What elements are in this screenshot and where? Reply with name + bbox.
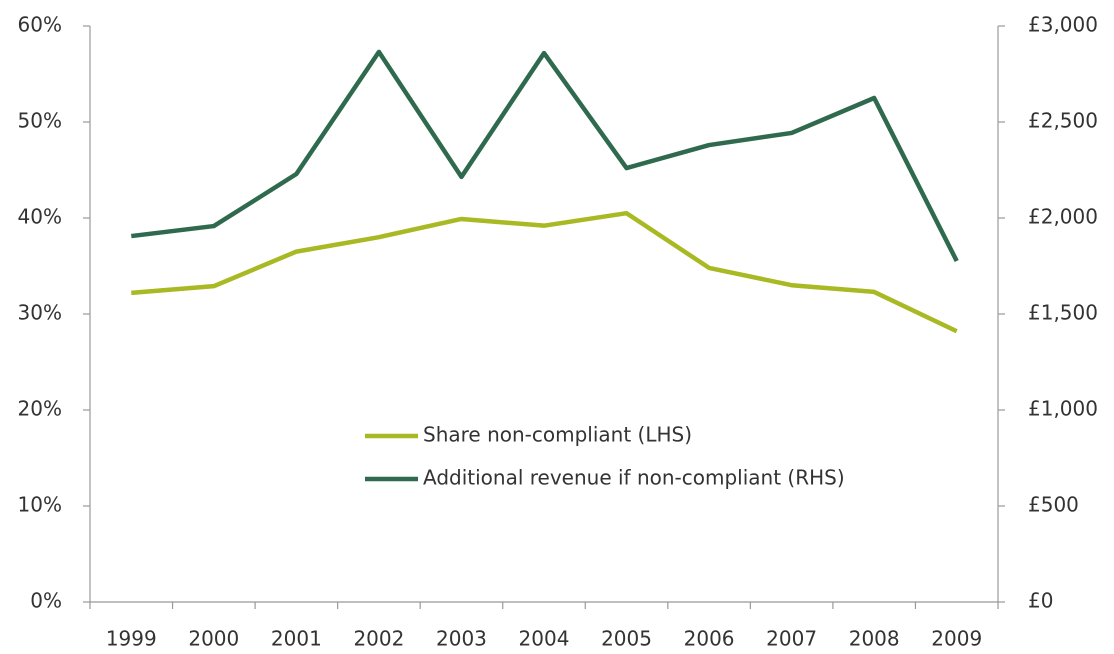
series-line [131,210,958,334]
y-tick-label: 10% [18,493,62,517]
y2-tick-label: £2,500 [1028,109,1098,133]
y-tick-label: 30% [18,301,62,325]
series-line [131,49,959,263]
x-tick-label: 2007 [766,627,817,651]
x-tick-label: 2002 [353,627,404,651]
y-tick-label: 0% [30,589,62,613]
x-tick-label: 2000 [188,627,239,651]
x-tick-label: 2001 [271,627,322,651]
y-tick-label: 40% [18,205,62,229]
y2-tick-label: £0 [1028,589,1053,613]
y-tick-label: 60% [18,13,62,37]
y2-tick-label: £3,000 [1028,13,1098,37]
y-tick-label: 50% [18,109,62,133]
y2-tick-label: £1,500 [1028,301,1098,325]
x-tick-label: 2005 [601,627,652,651]
x-tick-label: 2004 [519,627,570,651]
legend-label: Additional revenue if non-compliant (RHS… [423,466,845,490]
y2-tick-label: £2,000 [1028,205,1098,229]
y2-tick-label: £500 [1028,493,1079,517]
legend-label: Share non-compliant (LHS) [423,423,692,447]
x-tick-label: 2006 [684,627,735,651]
y2-tick-label: £1,000 [1028,397,1098,421]
x-tick-label: 2009 [931,627,982,651]
y-tick-label: 20% [18,397,62,421]
x-tick-label: 2003 [436,627,487,651]
x-tick-label: 2008 [849,627,900,651]
x-tick-label: 1999 [106,627,157,651]
